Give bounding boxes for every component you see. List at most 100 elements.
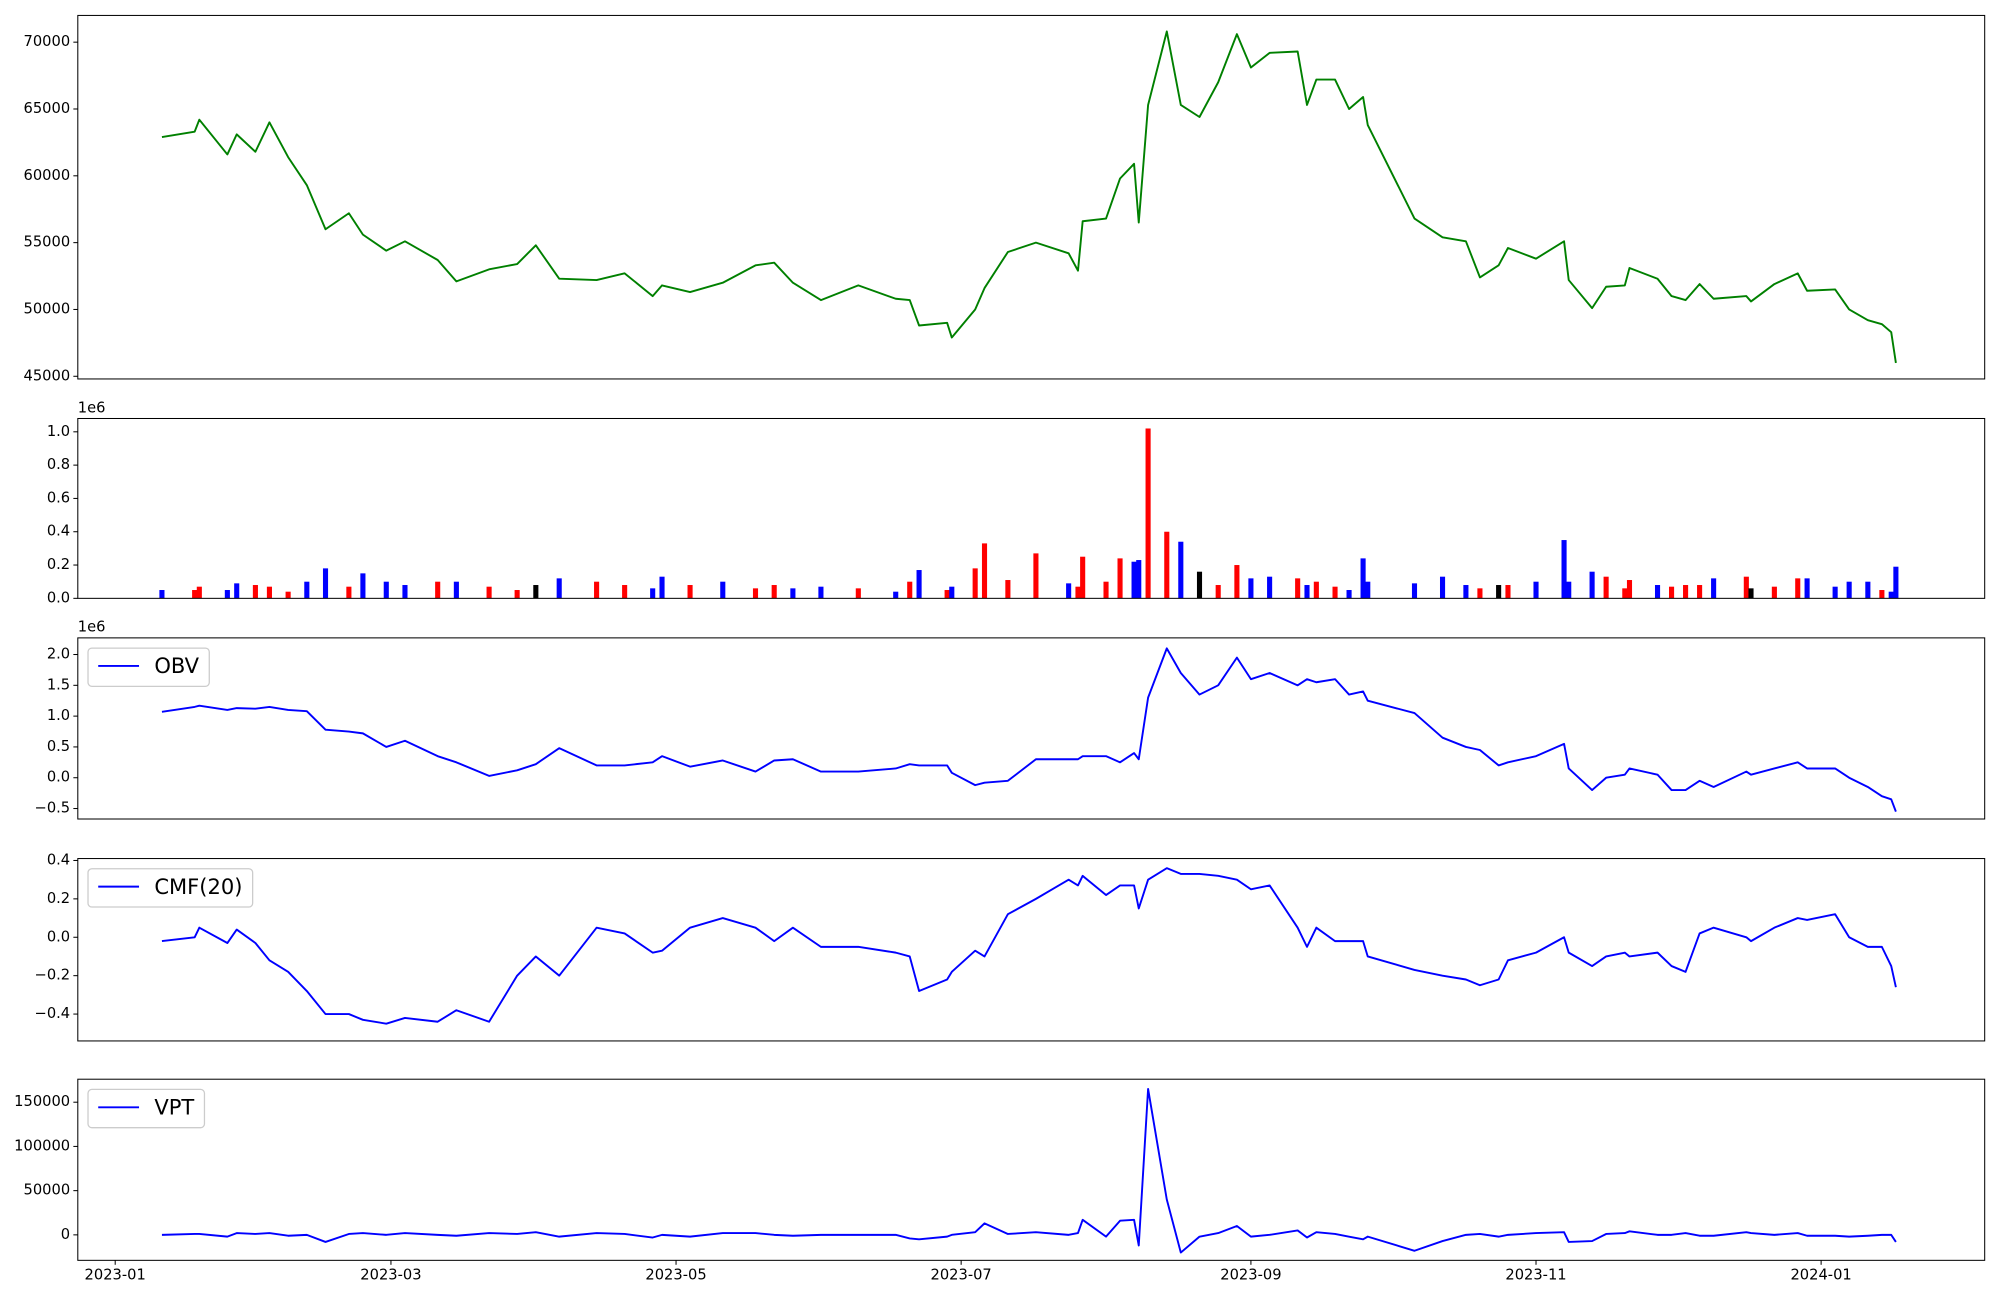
bar <box>1103 581 1109 599</box>
y-tick-label: 0.4 <box>47 523 70 540</box>
bar <box>346 586 352 599</box>
bar <box>1136 560 1142 599</box>
bar <box>1360 558 1366 599</box>
legend-box <box>87 1088 206 1129</box>
y-tick-label: 1.5 <box>47 676 70 693</box>
bar <box>1865 581 1871 599</box>
data-line <box>161 30 1897 364</box>
bar <box>514 590 520 599</box>
bar <box>1505 585 1511 599</box>
y-tick-label: 2.0 <box>47 646 70 663</box>
y-tick-label: −0.4 <box>35 1005 71 1022</box>
y-tick-label: 0 <box>61 1226 70 1243</box>
bar <box>1804 578 1810 599</box>
y-tick-label: 65000 <box>24 100 71 117</box>
axis-offset-label: 1e6 <box>78 399 106 416</box>
bar <box>1075 586 1081 599</box>
y-tick-label: 0.4 <box>47 851 70 868</box>
y-tick-label: 0.0 <box>47 928 70 945</box>
bar <box>1295 578 1301 599</box>
bar <box>556 578 562 599</box>
bar <box>1622 588 1628 599</box>
bar <box>972 568 978 599</box>
bar <box>944 590 950 599</box>
data-line <box>161 647 1897 812</box>
bar <box>720 581 726 599</box>
bar <box>818 586 824 599</box>
bar <box>622 585 628 599</box>
bar <box>1234 565 1240 599</box>
bar <box>1846 581 1852 599</box>
y-tick-label: 0.8 <box>47 456 70 473</box>
y-tick-label: 1.0 <box>47 423 70 440</box>
y-tick-label: 150000 <box>14 1093 70 1110</box>
bar <box>1332 586 1338 599</box>
bar <box>1743 576 1749 599</box>
y-tick-label: 0.2 <box>47 890 70 907</box>
bar <box>1145 428 1151 599</box>
legend: VPT <box>87 1088 206 1129</box>
bar <box>1683 585 1689 599</box>
bar <box>486 586 492 599</box>
panel: 0.0 0.2 0.4 0.6 0.8 1.0 1e6 <box>47 399 1986 606</box>
legend-box <box>87 868 254 908</box>
bar <box>1117 558 1123 599</box>
legend-box <box>87 647 210 687</box>
bar <box>1033 553 1039 599</box>
bar <box>196 586 202 599</box>
y-tick-label: 50000 <box>24 1182 71 1199</box>
y-tick-label: 0.2 <box>47 556 70 573</box>
bar <box>650 588 656 599</box>
legend: OBV <box>87 647 210 687</box>
data-line <box>161 867 1897 1025</box>
bar <box>234 583 240 599</box>
y-tick-label: 100000 <box>14 1137 70 1154</box>
bar <box>266 586 272 599</box>
bar <box>949 586 955 599</box>
bar <box>687 585 693 599</box>
bar <box>383 581 389 599</box>
bar <box>790 588 796 599</box>
x-tick-label: 2023-09 <box>1220 1267 1281 1284</box>
bar <box>1066 583 1072 599</box>
bar <box>1893 566 1899 599</box>
bar <box>360 573 366 599</box>
bar <box>752 588 759 599</box>
bar <box>159 590 165 599</box>
bar <box>1131 561 1137 599</box>
plot-frame <box>77 417 1986 599</box>
bar <box>1463 585 1469 599</box>
plot-frame <box>77 637 1986 820</box>
bar <box>1669 586 1675 599</box>
bar <box>1267 576 1273 599</box>
legend: CMF(20) <box>87 868 254 908</box>
y-tick-label: 55000 <box>24 234 71 251</box>
bar <box>1879 590 1885 599</box>
bar <box>1411 583 1418 599</box>
bar <box>402 585 408 599</box>
bar <box>1711 578 1717 599</box>
y-tick-label: 60000 <box>24 167 71 184</box>
bar <box>304 581 310 599</box>
bar <box>1365 581 1371 599</box>
bar <box>285 591 291 599</box>
bar <box>1795 578 1801 599</box>
plot-frame <box>77 858 1986 1042</box>
bar <box>252 585 258 599</box>
bar <box>533 585 539 599</box>
bar <box>1080 556 1086 599</box>
data-line <box>161 1087 1897 1254</box>
bar <box>435 581 441 599</box>
legend-label: CMF(20) <box>154 874 242 899</box>
bar <box>1533 581 1539 599</box>
bar <box>1566 581 1572 599</box>
bar <box>771 585 777 599</box>
bar <box>224 590 230 599</box>
bar <box>322 568 329 599</box>
bar <box>855 588 861 599</box>
panel: −0.5 0.0 0.5 1.0 1.5 2.0 1e6 OBV <box>35 619 1986 820</box>
bar <box>1748 588 1754 599</box>
bar <box>1477 588 1483 599</box>
bar <box>1888 591 1894 599</box>
